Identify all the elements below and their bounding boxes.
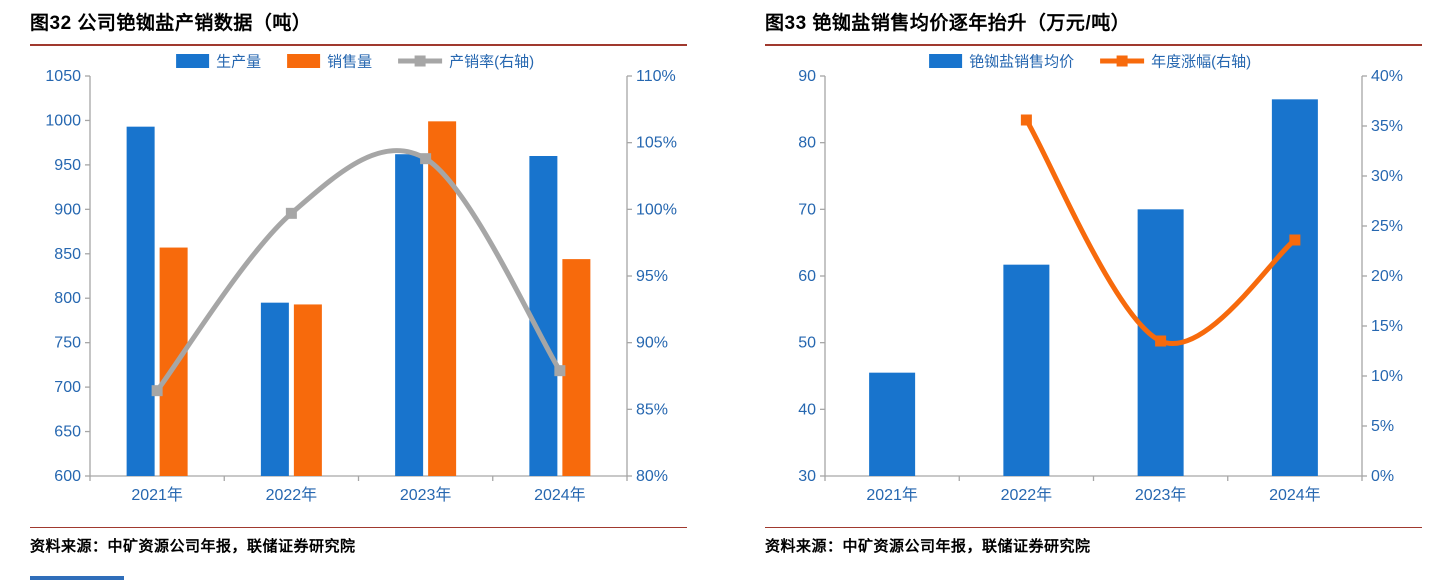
legend-item: 年度涨幅(右轴) — [1100, 54, 1251, 71]
right-axis-tick-label: 40% — [1371, 68, 1403, 85]
figure-32-title-rule — [30, 44, 687, 46]
legend-item: 产销率(右轴) — [398, 54, 534, 71]
left-axis-tick-label: 700 — [54, 379, 81, 396]
category-label: 2021年 — [131, 486, 183, 504]
right-axis-tick-label: 0% — [1371, 468, 1394, 485]
right-axis-tick-label: 90% — [636, 335, 668, 352]
figure-33-chart-area: 30 40 50 60 70 80 90 0% 5% 10% 15% 20% 25% 30% 35% 40% 2… — [765, 46, 1422, 526]
figure-33-source-rule — [765, 527, 1422, 528]
right-axis-tick-label: 30% — [1371, 168, 1403, 185]
right-axis-tick-label: 20% — [1371, 268, 1403, 285]
footer-accent-line — [30, 576, 124, 580]
left-axis-tick-label: 750 — [54, 335, 81, 352]
bar-series-1 — [126, 126, 155, 477]
left-axis-tick-label: 30 — [798, 468, 816, 485]
figure-33-source: 资料来源：中矿资源公司年报，联储证券研究院 — [765, 538, 1091, 555]
legend-line-marker — [414, 55, 426, 67]
bar-series-1 — [260, 302, 289, 476]
left-axis-tick-label: 50 — [798, 335, 816, 352]
legend-line-marker — [1116, 55, 1128, 67]
bar-series-1 — [869, 372, 916, 476]
right-axis-tick-label: 80% — [636, 468, 668, 485]
left-axis-tick-label: 600 — [54, 468, 81, 485]
figure-33-title-rule — [765, 44, 1422, 46]
category-label: 2023年 — [1135, 486, 1187, 504]
left-axis-tick-label: 850 — [54, 246, 81, 263]
report-figures-row: 图32 公司铯铷盐产销数据（吨） 600 650 700 750 800 850 900 95… — [30, 8, 1422, 556]
figure-32-source: 资料来源：中矿资源公司年报，联储证券研究院 — [30, 538, 356, 555]
line-marker — [420, 153, 432, 165]
bar-series-2 — [293, 304, 322, 476]
left-axis-tick-label: 650 — [54, 424, 81, 441]
legend-label: 销售量 — [327, 54, 372, 71]
bar-series-1 — [1003, 264, 1050, 476]
figure-33-title: 图33 铯铷盐销售均价逐年抬升（万元/吨） — [765, 13, 1131, 34]
right-axis-tick-label: 95% — [636, 268, 668, 285]
right-axis-tick-label: 10% — [1371, 368, 1403, 385]
legend-label: 产销率(右轴) — [449, 54, 534, 71]
bar-series-1 — [395, 154, 424, 476]
figure-32-chart-area: 600 650 700 750 800 850 900 950 1000 1050 80% 85% 90… — [30, 46, 687, 526]
bar-series-2 — [159, 247, 188, 476]
right-axis-tick-label: 100% — [636, 201, 677, 218]
figure-32-source-rule — [30, 527, 687, 528]
left-axis-tick-label: 800 — [54, 290, 81, 307]
left-axis-tick-label: 1000 — [45, 112, 81, 129]
line-marker — [1020, 114, 1032, 126]
line-marker — [554, 365, 566, 377]
right-axis-tick-label: 25% — [1371, 218, 1403, 235]
bar-series-2 — [562, 259, 591, 476]
legend-item: 铯铷盐销售均价 — [929, 54, 1074, 71]
right-axis-tick-label: 105% — [636, 135, 677, 152]
legend-swatch — [287, 54, 321, 68]
production-sales-chart: 600 650 700 750 800 850 900 950 1000 1050 80% 85% 90… — [45, 54, 677, 505]
left-axis-tick-label: 900 — [54, 201, 81, 218]
legend-item: 生产量 — [176, 54, 261, 71]
right-axis-tick-label: 35% — [1371, 118, 1403, 135]
left-axis-tick-label: 950 — [54, 157, 81, 174]
bar-series-1 — [1271, 99, 1318, 477]
legend-label: 年度涨幅(右轴) — [1151, 54, 1251, 71]
left-axis-tick-label: 40 — [798, 401, 816, 418]
legend-swatch — [176, 54, 210, 68]
figure-32-panel: 图32 公司铯铷盐产销数据（吨） 600 650 700 750 800 850 900 95… — [30, 8, 687, 556]
category-label: 2024年 — [534, 486, 586, 504]
legend-label: 生产量 — [216, 54, 261, 71]
figure-33-panel: 图33 铯铷盐销售均价逐年抬升（万元/吨） 30 40 50 60 70 80 90 0% 5%… — [765, 8, 1422, 556]
line-marker — [285, 207, 297, 219]
category-label: 2022年 — [266, 486, 318, 504]
figure-32-title: 图32 公司铯铷盐产销数据（吨） — [30, 13, 312, 34]
right-axis-tick-label: 15% — [1371, 318, 1403, 335]
left-axis-tick-label: 1050 — [45, 68, 81, 85]
category-label: 2024年 — [1269, 486, 1321, 504]
left-axis-tick-label: 70 — [798, 201, 816, 218]
line-marker — [1289, 234, 1301, 246]
left-axis-tick-label: 80 — [798, 135, 816, 152]
trend-line — [154, 148, 563, 394]
right-axis-tick-label: 5% — [1371, 418, 1394, 435]
line-marker — [1155, 335, 1167, 347]
legend-label: 铯铷盐销售均价 — [969, 54, 1074, 71]
left-axis-tick-label: 90 — [798, 68, 816, 85]
bar-series-1 — [529, 156, 558, 476]
average-price-chart: 30 40 50 60 70 80 90 0% 5% 10% 15% 20% 25% 30% 35% 40% 2… — [798, 54, 1403, 505]
line-marker — [151, 385, 163, 397]
left-axis-tick-label: 60 — [798, 268, 816, 285]
category-label: 2023年 — [400, 486, 452, 504]
legend-swatch — [929, 54, 963, 68]
right-axis-tick-label: 85% — [636, 401, 668, 418]
category-label: 2022年 — [1001, 486, 1053, 504]
right-axis-tick-label: 110% — [636, 68, 676, 85]
category-label: 2021年 — [866, 486, 918, 504]
legend-item: 销售量 — [287, 54, 372, 71]
